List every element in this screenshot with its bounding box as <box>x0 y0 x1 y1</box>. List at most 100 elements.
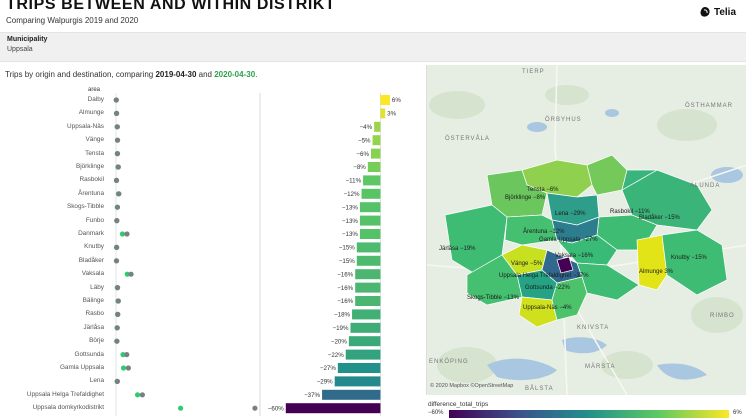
difference-bar[interactable] <box>370 148 381 159</box>
trips-dot-plot: 0K20K40K60K80K100K120K <box>113 93 261 417</box>
area-label: Danmark <box>78 230 104 237</box>
difference-bar[interactable] <box>367 162 381 172</box>
dot-2019[interactable] <box>124 231 130 237</box>
difference-bar[interactable] <box>352 309 381 320</box>
area-label: Uppsala domkyrkodistrikt <box>32 404 104 412</box>
district-domkyrko <box>556 256 574 274</box>
dot-2019[interactable] <box>114 244 120 250</box>
dot-2019[interactable] <box>113 258 120 264</box>
filter-value[interactable]: Uppsala <box>7 46 33 53</box>
district-map[interactable]: TIERP ÖRBYHUS ÖSTHAMMAR ÖSTERVÅLA ALUNDA… <box>426 65 746 395</box>
dot-2019[interactable] <box>128 271 134 277</box>
area-label: Björklinge <box>75 163 104 170</box>
dot-2020[interactable] <box>120 352 126 358</box>
map-canvas[interactable]: TIERP ÖRBYHUS ÖSTHAMMAR ÖSTERVÅLA ALUNDA… <box>427 65 746 395</box>
difference-bar[interactable] <box>361 188 381 199</box>
caption-conjunction: and <box>198 70 212 79</box>
bar-value-label: −37% <box>304 392 320 399</box>
difference-bar[interactable] <box>372 135 381 146</box>
dot-2019[interactable] <box>114 325 120 331</box>
dot-2019[interactable] <box>115 298 121 304</box>
difference-bar[interactable] <box>334 376 381 387</box>
town-label-rimbo: RIMBO <box>710 313 735 319</box>
map-region-label: Bladåker −15% <box>639 214 681 221</box>
difference-bar[interactable] <box>355 269 381 280</box>
dot-2019[interactable] <box>252 405 258 411</box>
filter-label: Municipality <box>7 36 48 43</box>
difference-bar[interactable] <box>350 322 381 333</box>
difference-bar[interactable] <box>345 349 381 360</box>
area-label: Uppsala-Näs <box>67 122 104 130</box>
bar-value-label: −16% <box>337 271 353 278</box>
difference-bar[interactable] <box>380 95 390 105</box>
page-title: TRIPS BETWEEN AND WITHIN DISTRIKT <box>6 0 336 13</box>
telia-pebble-icon <box>700 7 710 17</box>
area-label: Järlåsa <box>83 323 104 331</box>
difference-bar[interactable] <box>363 175 381 186</box>
bar-value-label: −18% <box>334 312 350 319</box>
difference-bar[interactable] <box>380 108 386 119</box>
difference-bar[interactable] <box>322 389 381 400</box>
dot-2019[interactable] <box>116 191 122 197</box>
dot-2019[interactable] <box>115 285 121 291</box>
dot-2019[interactable] <box>139 392 145 398</box>
difference-bar[interactable] <box>356 255 381 266</box>
bar-value-label: −19% <box>332 325 348 332</box>
town-label-balsta: BÅLSTA <box>525 385 554 392</box>
town-label-tierp: TIERP <box>522 69 545 75</box>
dot-2020[interactable] <box>119 231 126 237</box>
dot-2019[interactable] <box>125 365 131 371</box>
dot-2019[interactable] <box>114 204 121 210</box>
town-label-ostervala: ÖSTERVÅLA <box>445 135 490 142</box>
difference-bar[interactable] <box>359 229 381 239</box>
map-region-label: Knutby −15% <box>671 255 708 261</box>
dot-2020[interactable] <box>178 405 184 411</box>
difference-bar[interactable] <box>359 215 381 226</box>
area-label: Årentuna <box>78 189 104 197</box>
difference-bar[interactable] <box>337 363 381 373</box>
dot-2020[interactable] <box>120 365 127 371</box>
chart-caption: Trips by origin and destination, compari… <box>5 70 257 79</box>
area-label: Almunge <box>78 109 104 117</box>
dot-2019[interactable] <box>114 124 120 130</box>
difference-bar[interactable] <box>355 282 381 293</box>
difference-bar[interactable] <box>285 403 381 414</box>
difference-bar[interactable] <box>356 242 381 253</box>
difference-bar[interactable] <box>374 121 381 132</box>
districts[interactable] <box>444 154 728 328</box>
area-label: Bälinge <box>82 297 104 304</box>
difference-bar[interactable] <box>359 202 381 213</box>
dot-2019[interactable] <box>113 97 119 103</box>
bar-value-label: −13% <box>342 204 358 211</box>
dot-2019[interactable] <box>114 338 120 344</box>
logo-text: Telia <box>713 6 736 18</box>
area-column-header: area <box>88 87 101 93</box>
dot-2019[interactable] <box>115 137 121 143</box>
dashboard-header: TRIPS BETWEEN AND WITHIN DISTRIKT Compar… <box>0 0 746 32</box>
dot-2019[interactable] <box>114 151 121 157</box>
bar-value-label: −29% <box>317 379 333 386</box>
bar-value-label: −15% <box>339 245 355 252</box>
bar-value-label: 6% <box>392 97 401 104</box>
map-region-label: Gottsunda −22% <box>525 285 571 291</box>
area-label: Funbo <box>85 216 104 224</box>
district-almunge <box>636 234 668 291</box>
dot-2019[interactable] <box>113 177 120 183</box>
dot-2019[interactable] <box>114 218 120 224</box>
dot-2019[interactable] <box>115 311 121 317</box>
difference-bar[interactable] <box>348 336 381 347</box>
dot-2020[interactable] <box>124 271 130 277</box>
dot-2020[interactable] <box>134 392 141 398</box>
town-label-orbyhus: ÖRBYHUS <box>545 116 582 123</box>
difference-bar[interactable] <box>355 296 381 306</box>
district-labby <box>551 276 588 321</box>
area-label: Rasbo <box>85 310 104 318</box>
dot-2019[interactable] <box>115 164 121 170</box>
area-label: Uppsala Helga Trefaldighet <box>26 390 104 398</box>
municipality-filter[interactable]: Municipality Uppsala <box>0 32 746 62</box>
bar-value-label: −13% <box>342 218 358 225</box>
dot-2019[interactable] <box>114 110 120 116</box>
dot-2019[interactable] <box>114 378 120 384</box>
dot-2019[interactable] <box>124 352 130 358</box>
area-label: Knutby <box>84 243 104 251</box>
